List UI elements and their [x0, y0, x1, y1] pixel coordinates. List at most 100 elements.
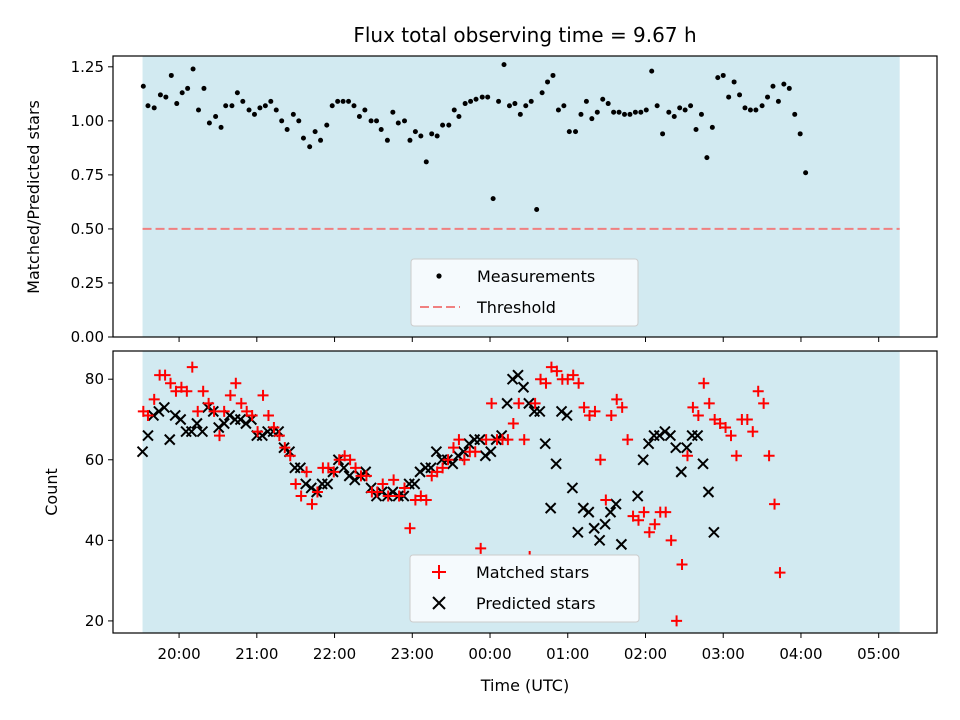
predicted-stars-point — [164, 433, 176, 446]
measurement-point — [803, 170, 809, 176]
measurement-point — [747, 107, 753, 113]
measurement-point — [329, 103, 335, 109]
measurement-point — [632, 109, 638, 115]
matched-stars-point — [469, 446, 481, 458]
matched-stars-point — [665, 534, 677, 546]
measurement-point — [737, 92, 743, 98]
measurement-point — [726, 94, 732, 100]
matched-stars-point — [273, 430, 285, 442]
measurement-point — [234, 90, 240, 96]
measurement-point — [312, 129, 318, 135]
y-tick-label: 0.75 — [71, 166, 104, 184]
matched-stars-point — [622, 434, 634, 446]
matched-stars-point — [218, 405, 230, 417]
measurement-point — [496, 98, 502, 104]
measurement-point — [384, 137, 390, 143]
predicted-stars-point — [680, 441, 693, 454]
matched-stars-point — [611, 393, 623, 405]
measurement-point — [174, 101, 180, 107]
ratio-panel: 0.00 0.25 0.50 0.75 1.00 1.25 Matched/Predict… — [24, 55, 938, 346]
y-tick-label: 0.50 — [71, 220, 104, 238]
predicted-stars-point — [158, 401, 171, 414]
measurement-point — [649, 68, 655, 74]
measurements-legend-marker — [436, 273, 442, 279]
matched-stars-point — [262, 409, 274, 421]
measurement-point — [512, 101, 518, 107]
matched-stars-point — [197, 385, 209, 397]
matched-stars-point — [148, 393, 160, 405]
matched-stars-point — [774, 567, 786, 579]
matched-stars-point — [142, 409, 154, 421]
predicted-stars-point — [670, 441, 682, 454]
matched-stars-point — [730, 450, 742, 462]
measurement-point — [190, 66, 196, 72]
measurement-point — [140, 83, 146, 89]
predicted-stars-legend-marker — [432, 596, 446, 610]
y-tick-label: 20 — [85, 612, 104, 630]
measurement-point — [213, 114, 219, 120]
matched-stars-point — [518, 434, 530, 446]
measurement-point — [378, 126, 384, 132]
x-tick-label: 20:00 — [157, 645, 200, 663]
measurement-point — [390, 109, 396, 115]
y-tick-label: 40 — [85, 531, 104, 549]
matched-stars-legend-label: Matched stars — [476, 563, 589, 582]
predicted-stars-point — [191, 417, 203, 430]
predicted-stars-point — [588, 522, 600, 534]
matched-stars-point — [698, 377, 710, 389]
count-points — [136, 361, 786, 627]
measurement-point — [545, 79, 551, 85]
measurement-point — [479, 94, 485, 100]
measurement-point — [506, 103, 512, 109]
x-tick-label: 03:00 — [702, 645, 745, 663]
predicted-stars-point — [593, 534, 606, 547]
matched-stars-point — [159, 369, 171, 381]
matched-stars-point — [246, 409, 258, 421]
count-y-axis: 20 40 60 80 — [85, 370, 113, 630]
y-tick-label: 60 — [85, 451, 104, 469]
matched-stars-point — [399, 482, 411, 494]
measurement-point — [753, 107, 759, 113]
measurement-point — [145, 103, 151, 109]
measurement-point — [307, 144, 313, 150]
measurement-point — [583, 98, 589, 104]
predicted-stars-point — [485, 446, 497, 458]
matched-stars-point — [447, 442, 459, 454]
measurement-point — [251, 111, 257, 117]
measurement-point — [262, 103, 268, 109]
ratio-panel-frame — [112, 55, 938, 338]
measurement-point — [163, 94, 169, 100]
matched-stars-point — [551, 365, 563, 377]
measurement-point — [279, 118, 285, 124]
matched-stars-point — [649, 518, 661, 530]
threshold-legend-label: Threshold — [476, 298, 556, 317]
matched-stars-point — [660, 506, 672, 518]
measurement-point — [206, 120, 212, 126]
matched-stars-point — [230, 377, 242, 389]
ratio-x-ticks — [178, 337, 880, 342]
measurement-point — [351, 103, 357, 109]
matched-stars-point — [235, 397, 247, 409]
x-tick-label: 21:00 — [235, 645, 278, 663]
predicted-stars-point — [664, 429, 677, 442]
measurement-point — [566, 129, 572, 135]
ratio-legend: Measurements Threshold — [410, 258, 639, 327]
matched-stars-point — [404, 522, 416, 534]
predicted-stars-point — [218, 417, 230, 430]
matched-stars-point — [507, 418, 519, 430]
predicted-stars-point — [637, 454, 649, 466]
measurement-point — [157, 92, 163, 98]
measurement-point — [402, 118, 408, 124]
matched-stars-point — [725, 430, 737, 442]
measurement-point — [622, 111, 628, 117]
measurement-point — [151, 105, 157, 111]
measurement-point — [594, 109, 600, 115]
x-tick-label: 22:00 — [313, 645, 356, 663]
measurement-point — [246, 107, 252, 113]
matched-stars-point — [529, 397, 541, 409]
measurement-point — [324, 122, 330, 128]
matched-stars-point — [600, 494, 612, 506]
x-tick-label: 00:00 — [468, 645, 511, 663]
ratio-y-label: Matched/Predicted stars — [24, 100, 43, 294]
matched-stars-point — [605, 409, 617, 421]
